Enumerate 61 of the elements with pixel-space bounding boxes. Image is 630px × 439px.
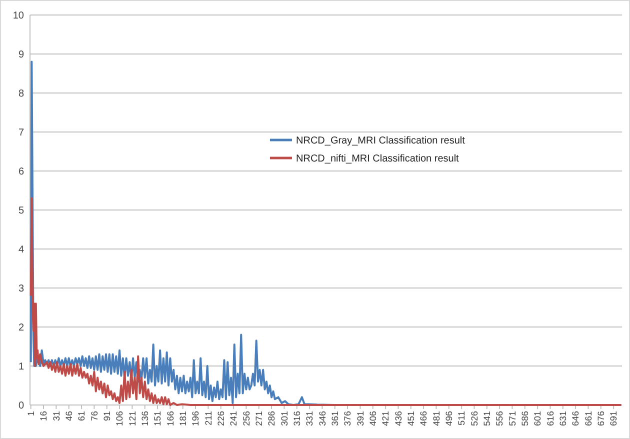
x-tick-label: 181 (178, 411, 188, 426)
x-tick-label: 136 (140, 411, 150, 426)
x-tick-label: 691 (608, 411, 619, 426)
x-tick-label: 526 (469, 411, 480, 426)
x-tick-label: 211 (203, 411, 214, 426)
y-tick-label: 8 (18, 88, 24, 100)
x-tick-label: 151 (152, 411, 163, 426)
x-tick-label: 316 (292, 411, 302, 426)
x-tick-label: 496 (444, 411, 454, 426)
x-tick-label: 556 (494, 411, 505, 426)
x-tick-label: 391 (355, 411, 366, 426)
y-tick-label: 5 (18, 206, 24, 216)
x-tick-label: 121 (127, 411, 138, 426)
x-tick-label: 646 (570, 411, 581, 426)
x-tick-label: 631 (558, 411, 568, 426)
x-tick-label: 466 (418, 411, 429, 426)
x-tick-label: 271 (254, 411, 264, 426)
x-tick-label: 571 (507, 411, 518, 426)
x-tick-label: 661 (583, 411, 594, 426)
x-tick-label: 46 (64, 411, 74, 422)
x-tick-label: 61 (76, 411, 87, 422)
y-tick-label: 9 (18, 50, 24, 60)
x-tick-label: 601 (532, 411, 543, 426)
x-tick-label: 376 (342, 411, 353, 426)
x-tick-label: 436 (393, 411, 404, 426)
y-tick-label: 1 (18, 362, 24, 372)
line-series (30, 197, 622, 406)
x-tick-label: 541 (482, 411, 492, 426)
y-tick-label: 10 (12, 10, 24, 22)
x-tick-label: 511 (456, 411, 467, 426)
x-tick-label: 481 (431, 411, 442, 426)
x-tick-label: 676 (596, 411, 606, 426)
x-tick-label: 586 (520, 411, 530, 426)
x-tick-label: 451 (406, 411, 416, 426)
x-tick-label: 346 (317, 411, 328, 426)
x-tick-label: 241 (228, 411, 239, 426)
x-tick-label: 256 (241, 411, 252, 426)
x-tick-label: 616 (545, 411, 556, 426)
x-tick-label: 406 (368, 411, 378, 426)
x-tick-label: 166 (165, 411, 176, 426)
x-tick-label: 226 (216, 411, 226, 426)
x-tick-label: 1 (26, 411, 36, 416)
x-tick-label: 361 (330, 411, 340, 426)
x-tick-label: 16 (38, 411, 49, 422)
x-tick-label: 91 (102, 411, 112, 422)
y-tick-label: 4 (18, 244, 24, 256)
legend-label: NRCD_Gray_MRI Classification result (296, 136, 466, 146)
y-tick-label: 7 (18, 128, 24, 138)
x-tick-label: 421 (380, 411, 391, 426)
x-tick-label: 31 (51, 411, 62, 422)
x-tick-label: 331 (304, 411, 315, 426)
y-tick-label: 0 (18, 400, 24, 412)
y-tick-label: 3 (18, 284, 24, 294)
y-tick-label: 2 (18, 322, 24, 334)
x-tick-label: 301 (279, 411, 290, 426)
x-tick-label: 286 (266, 411, 277, 426)
x-tick-label: 106 (114, 411, 125, 426)
y-tick-label: 6 (18, 166, 24, 178)
x-tick-label: 76 (89, 411, 100, 422)
x-tick-label: 196 (190, 411, 201, 426)
legend-label: NRCD_nifti_MRI Classification result (296, 154, 460, 164)
